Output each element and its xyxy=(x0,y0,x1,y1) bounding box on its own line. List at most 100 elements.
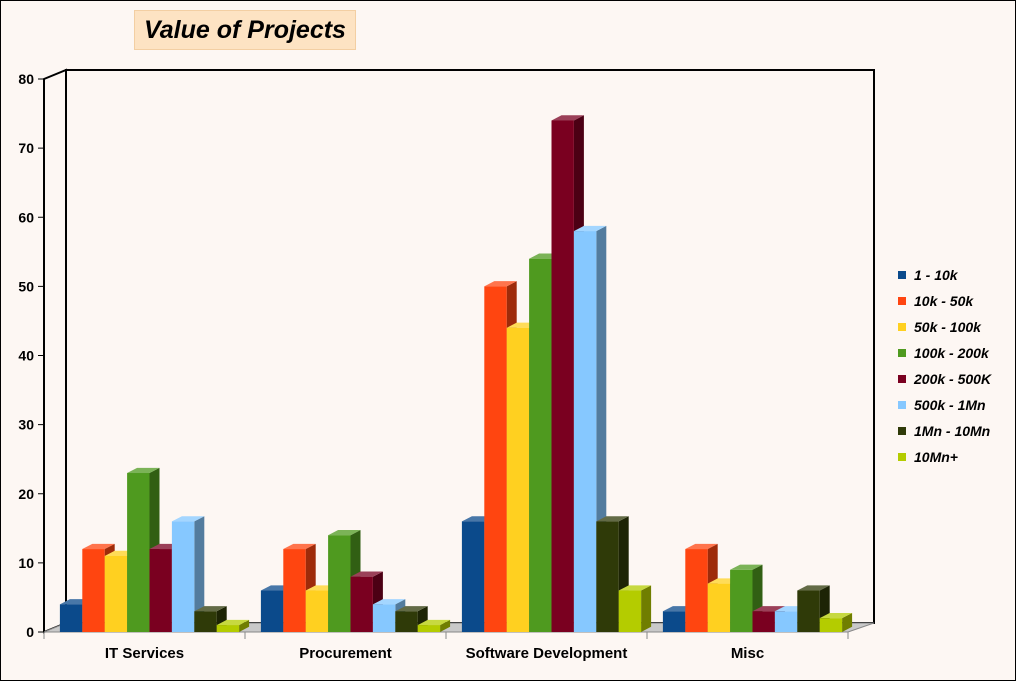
legend-label: 10k - 50k xyxy=(914,293,974,309)
y-tick-label: 50 xyxy=(18,278,34,294)
bar xyxy=(104,555,128,632)
bar-top xyxy=(752,606,785,612)
bar xyxy=(707,583,731,632)
bar xyxy=(82,549,105,632)
legend-item: 10k - 50k xyxy=(898,288,1016,314)
legend-item: 1Mn - 10Mn xyxy=(898,418,1016,444)
bar xyxy=(685,549,708,632)
legend-label: 1 - 10k xyxy=(914,267,958,283)
legend-label: 50k - 100k xyxy=(914,319,981,335)
bar xyxy=(328,535,351,632)
bar-top xyxy=(596,516,629,522)
y-tick-label: 70 xyxy=(18,140,34,156)
legend-swatch xyxy=(898,401,906,409)
category-label: Procurement xyxy=(299,645,392,662)
bar xyxy=(171,521,195,632)
legend-item: 500k - 1Mn xyxy=(898,392,1016,418)
bar-top xyxy=(127,467,160,474)
bar xyxy=(484,286,507,632)
legend-item: 50k - 100k xyxy=(898,314,1016,340)
chart-title: Value of Projects xyxy=(144,15,346,44)
bar xyxy=(194,611,217,632)
bar-side xyxy=(641,585,652,632)
bar-top xyxy=(171,516,205,522)
bar-top xyxy=(328,530,361,536)
bar-top xyxy=(618,585,652,591)
legend-swatch xyxy=(898,349,906,357)
legend-swatch xyxy=(898,323,906,331)
legend-swatch xyxy=(898,453,906,461)
legend-label: 500k - 1Mn xyxy=(914,397,986,413)
bar xyxy=(797,590,820,632)
bar-top xyxy=(216,619,250,626)
bar-top xyxy=(350,571,383,577)
bar-top xyxy=(819,612,853,619)
legend-swatch xyxy=(898,427,906,435)
legend-item: 1 - 10k xyxy=(898,262,1016,288)
bar xyxy=(283,549,306,632)
legend-swatch xyxy=(898,271,906,279)
category-label: IT Services xyxy=(105,645,184,662)
bar-top xyxy=(573,225,607,232)
bar xyxy=(149,549,172,632)
side-wall xyxy=(43,68,67,634)
y-tick-label: 10 xyxy=(18,555,34,571)
legend-swatch xyxy=(898,375,906,383)
bar xyxy=(127,473,150,632)
legend-item: 100k - 200k xyxy=(898,340,1016,366)
y-tick-label: 60 xyxy=(18,209,34,225)
bar xyxy=(395,611,418,632)
bar xyxy=(506,327,530,632)
bar xyxy=(774,611,798,632)
bar-top xyxy=(283,543,316,550)
category-label: Misc xyxy=(731,645,764,662)
bar xyxy=(551,120,574,632)
bar-top xyxy=(797,585,830,591)
legend: 1 - 10k 10k - 50k 50k - 100k 100k - 200k 200… xyxy=(898,262,1016,470)
y-tick-label: 0 xyxy=(26,624,34,640)
bar-top xyxy=(730,564,763,570)
bar-top xyxy=(395,606,428,612)
bar xyxy=(662,611,686,632)
legend-item: 200k - 500K xyxy=(898,366,1016,392)
y-tick-label: 30 xyxy=(18,417,34,433)
y-tick-label: 20 xyxy=(18,486,34,502)
bar-side xyxy=(239,619,250,632)
legend-item: 10Mn+ xyxy=(898,444,1016,470)
bar xyxy=(59,604,83,632)
bar xyxy=(372,604,396,632)
bar-side xyxy=(842,612,853,632)
legend-label: 10Mn+ xyxy=(914,449,958,465)
bar-top xyxy=(417,619,451,626)
bar xyxy=(216,625,240,632)
bar xyxy=(573,231,597,632)
bar-top xyxy=(551,115,584,121)
legend-label: 100k - 200k xyxy=(914,345,989,361)
bar-side xyxy=(194,516,205,632)
bar xyxy=(305,590,329,632)
legend-label: 1Mn - 10Mn xyxy=(914,423,991,439)
bar xyxy=(350,576,373,632)
bar-top xyxy=(194,606,227,612)
bar-top xyxy=(685,543,718,550)
bar-top xyxy=(372,599,406,605)
bar xyxy=(417,625,441,632)
bar xyxy=(618,590,642,632)
y-tick-label: 80 xyxy=(18,71,34,87)
bar-side xyxy=(440,619,451,632)
bar-top xyxy=(484,281,517,287)
bar xyxy=(819,618,843,632)
chart-title-box: Value of Projects xyxy=(134,10,356,50)
bar xyxy=(529,258,552,632)
bar xyxy=(596,521,619,632)
legend-label: 200k - 500K xyxy=(914,371,992,387)
category-label: Software Development xyxy=(466,645,628,662)
y-tick-label: 40 xyxy=(18,348,34,364)
bar xyxy=(260,590,284,632)
legend-swatch xyxy=(898,297,906,305)
bar xyxy=(752,611,775,632)
bar-top xyxy=(82,543,115,550)
bar xyxy=(461,521,485,632)
bar xyxy=(730,569,753,632)
